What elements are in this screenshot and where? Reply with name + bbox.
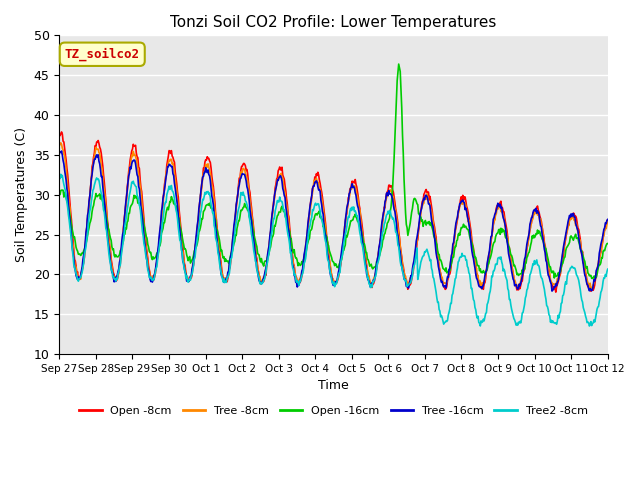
Tree -16cm [58,148,65,154]
Tree -8cm [417,209,425,215]
Line: Tree -16cm: Tree -16cm [60,151,608,291]
Tree -8cm [604,219,612,225]
Tree -8cm [588,288,595,293]
Tree -8cm [207,176,215,181]
Open -8cm [604,218,612,224]
X-axis label: Time: Time [318,379,349,392]
Tree2 -8cm [57,171,65,177]
Open -16cm [207,203,214,209]
Tree2 -8cm [66,225,74,231]
Y-axis label: Soil Temperatures (C): Soil Temperatures (C) [15,127,28,262]
Open -16cm [589,276,596,281]
Tree -8cm [122,199,130,204]
Tree -8cm [56,143,63,149]
Line: Tree2 -8cm: Tree2 -8cm [60,174,608,326]
Tree -16cm [604,216,612,222]
Line: Open -8cm: Open -8cm [60,132,608,292]
Tree -8cm [178,243,186,249]
Open -16cm [65,207,73,213]
Text: TZ_soilco2: TZ_soilco2 [65,48,140,61]
Tree2 -8cm [586,323,593,329]
Tree2 -8cm [56,174,63,180]
Open -16cm [122,225,129,231]
Open -8cm [58,129,65,135]
Tree -16cm [401,276,408,282]
Tree2 -8cm [122,214,130,219]
Open -16cm [401,194,408,200]
Open -8cm [207,165,215,171]
Tree -16cm [122,195,130,201]
Legend: Open -8cm, Tree -8cm, Open -16cm, Tree -16cm, Tree2 -8cm: Open -8cm, Tree -8cm, Open -16cm, Tree -… [75,401,592,420]
Tree2 -8cm [178,249,186,255]
Line: Open -16cm: Open -16cm [60,64,608,278]
Tree -8cm [66,204,74,210]
Line: Tree -8cm: Tree -8cm [60,143,608,290]
Tree2 -8cm [401,278,408,284]
Open -8cm [66,201,74,206]
Open -16cm [177,228,185,234]
Open -8cm [178,234,186,240]
Tree -16cm [548,288,556,294]
Tree2 -8cm [604,266,612,272]
Open -8cm [56,133,63,139]
Tree -16cm [66,217,74,223]
Open -8cm [552,289,559,295]
Open -8cm [401,273,408,279]
Tree -16cm [178,250,186,255]
Open -16cm [56,192,63,197]
Open -16cm [417,214,425,220]
Open -16cm [604,240,612,246]
Tree -8cm [401,274,408,279]
Tree -16cm [207,186,215,192]
Tree -16cm [417,208,425,214]
Title: Tonzi Soil CO2 Profile: Lower Temperatures: Tonzi Soil CO2 Profile: Lower Temperatur… [170,15,497,30]
Open -8cm [122,196,130,202]
Tree -16cm [56,150,63,156]
Open -8cm [417,207,425,213]
Tree -8cm [57,140,65,146]
Tree2 -8cm [417,259,425,265]
Tree2 -8cm [207,202,215,207]
Open -16cm [395,61,403,67]
